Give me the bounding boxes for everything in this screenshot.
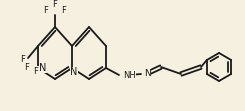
Text: F: F [34,66,38,75]
Text: F: F [21,56,25,64]
Text: N: N [70,67,78,77]
Text: NH: NH [123,71,136,80]
Text: F: F [24,63,29,72]
Text: N: N [144,68,151,77]
Text: N: N [39,63,47,73]
Text: F: F [44,7,49,16]
Text: F: F [61,7,66,16]
Text: F: F [53,1,57,10]
